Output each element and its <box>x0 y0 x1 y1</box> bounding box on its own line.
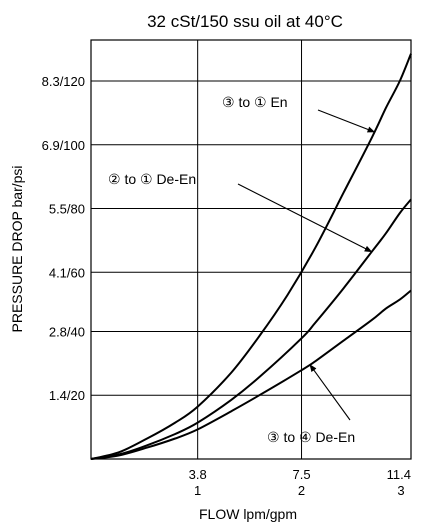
y-tick-label: 1.4/20 <box>49 388 85 403</box>
curve-label-1: ③ to ① En <box>222 94 288 110</box>
y-tick-label: 8.3/120 <box>42 74 85 89</box>
x-tick-label-gpm: 3 <box>397 483 404 498</box>
x-tick-label-lpm: 11.4 <box>387 467 411 482</box>
curve-label-2: ② to ① De-En <box>108 171 196 187</box>
x-tick-label-gpm: 2 <box>298 483 305 498</box>
y-axis-title: PRESSURE DROP bar/psi <box>9 165 25 332</box>
curve-layer <box>90 53 412 460</box>
y-tick-label: 4.1/60 <box>49 265 85 280</box>
series-curve-2 <box>90 198 412 460</box>
series-curve-1 <box>90 53 412 460</box>
curve-label-arrow-1 <box>317 109 376 133</box>
curve-label-arrow-2 <box>237 183 373 253</box>
grid-lines <box>91 40 411 459</box>
y-tick-label: 2.8/40 <box>49 324 85 339</box>
annotations: ③ to ① En ② to ① De-En ③ to ④ De-En <box>108 94 376 445</box>
x-tick-label-lpm: 7.5 <box>292 467 310 482</box>
y-tick-label: 6.9/100 <box>42 138 85 153</box>
x-tick-label-gpm: 1 <box>194 483 201 498</box>
y-tick-label: 5.5/80 <box>49 202 85 217</box>
x-axis-title: FLOW lpm/gpm <box>199 506 297 522</box>
series-curve-3 <box>90 289 412 460</box>
chart-title: 32 cSt/150 ssu oil at 40°C <box>147 12 343 31</box>
x-tick-label-lpm: 3.8 <box>189 467 207 482</box>
tick-labels: 1.4/20 2.8/40 4.1/60 5.5/80 6.9/100 8.3/120 3.… <box>42 74 411 498</box>
curve-label-3: ③ to ④ De-En <box>267 429 355 445</box>
plot-frame <box>90 39 412 460</box>
curve-label-arrow-3 <box>309 364 351 421</box>
